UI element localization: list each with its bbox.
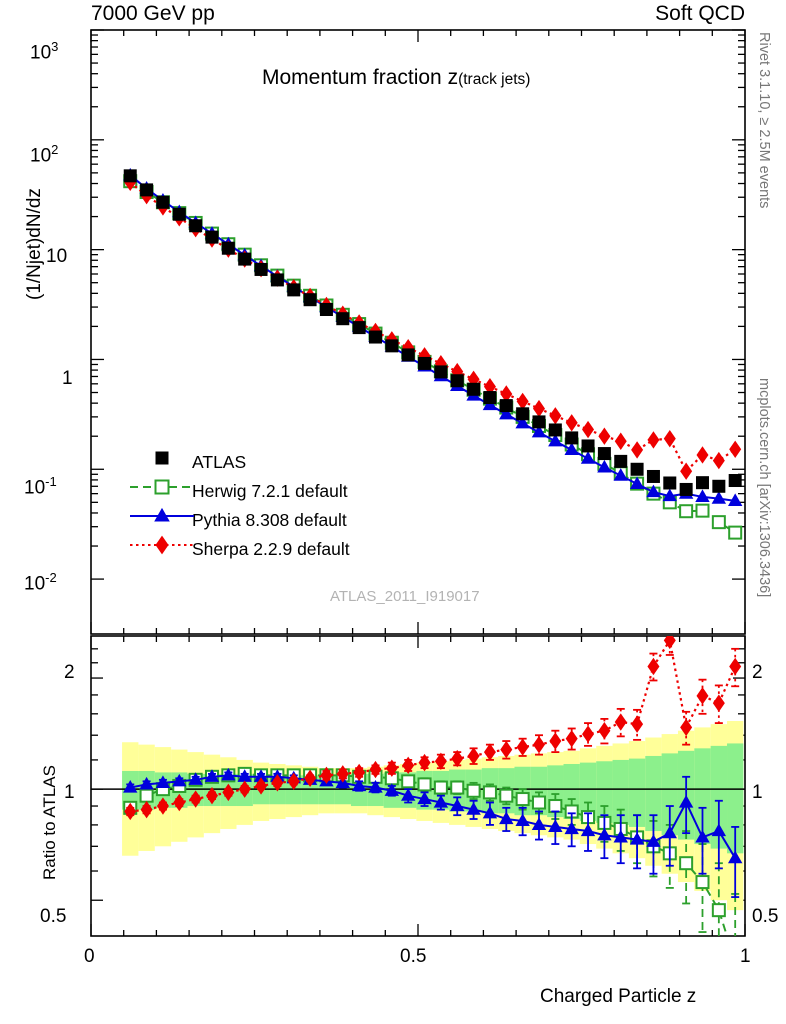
legend-label-pythia: Pythia 8.308 default — [192, 510, 347, 530]
ratio-band-inner — [694, 748, 711, 845]
ratio-band-inner — [628, 758, 646, 827]
ratio-band-inner — [710, 745, 728, 849]
ytick-0p1: 10-1 — [24, 474, 57, 499]
ytick-1000: 103 — [30, 39, 59, 64]
x-axis-label: Charged Particle z — [540, 986, 697, 1007]
ratio-ytick-2-right: 2 — [752, 662, 763, 683]
xtick-1: 1 — [740, 946, 751, 967]
ratio-ytick-2-left: 2 — [64, 662, 75, 683]
xtick-0p5: 0.5 — [400, 946, 427, 967]
ratio-band-inner — [645, 755, 662, 832]
plot-title: Momentum fraction z(track jets) — [262, 66, 530, 90]
ratio-ytick-1-left: 1 — [64, 782, 75, 803]
xtick-0: 0 — [84, 946, 95, 967]
main-series-sherpa — [124, 173, 742, 480]
ytick-1: 1 — [62, 368, 73, 389]
legend-marker-pythia — [130, 507, 194, 522]
ratio-band-inner — [661, 753, 678, 836]
ratio-ytick-1-right: 1 — [752, 782, 763, 803]
plot-title-sub: (track jets) — [458, 71, 531, 88]
header-right: Soft QCD — [655, 2, 745, 25]
legend-label-herwig: Herwig 7.2.1 default — [192, 481, 348, 501]
legend-marker-herwig — [130, 479, 194, 495]
ratio-ytick-0p5-right: 0.5 — [752, 906, 779, 927]
plot-title-main: Momentum fraction z — [262, 66, 459, 89]
ytick-10: 10 — [46, 246, 68, 267]
ratio-ytick-0p5-left: 0.5 — [40, 906, 67, 927]
analysis-watermark: ATLAS_2011_I919017 — [330, 588, 480, 605]
legend-marker-atlas — [155, 451, 169, 465]
ratio-band-inner — [612, 759, 629, 825]
header-left: 7000 GeV pp — [91, 2, 215, 25]
ratio-band-inner — [579, 762, 597, 821]
ytick-0p01: 10-2 — [24, 570, 57, 595]
ratio-series-sherpa — [124, 636, 742, 821]
ytick-100: 102 — [30, 142, 59, 167]
ratio-band-inner — [727, 743, 744, 854]
legend-label-sherpa: Sherpa 2.2.9 default — [192, 539, 350, 559]
main-panel-frame — [90, 29, 746, 635]
main-series-atlas — [123, 169, 742, 496]
main-series-herwig — [123, 174, 743, 540]
main-series-pythia — [123, 167, 743, 507]
ratio-band-inner — [596, 761, 613, 823]
legend-label-atlas: ATLAS — [192, 452, 247, 472]
legend-marker-sherpa — [130, 535, 194, 555]
